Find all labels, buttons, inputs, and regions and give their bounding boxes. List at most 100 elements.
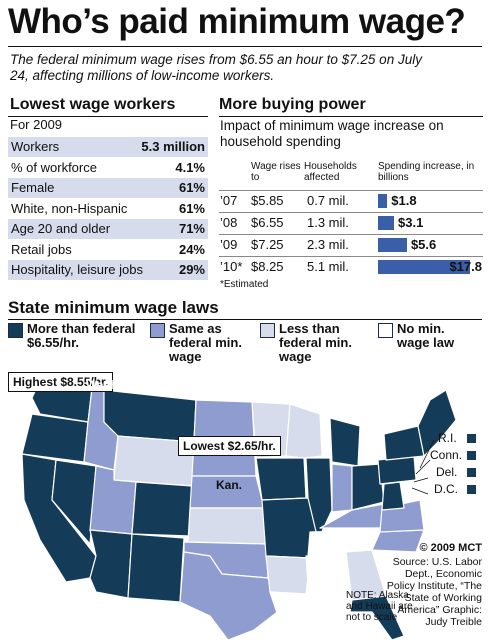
conn-swatch	[467, 451, 476, 460]
copyright: © 2009 MCT	[419, 542, 482, 554]
lowest-wage-row-label: Retail jobs	[11, 241, 72, 257]
map-heading: State minimum wage laws	[8, 298, 219, 317]
state-louisiana	[269, 591, 317, 625]
lowest-wage-row: Workers 5.3 million	[8, 137, 208, 157]
lowest-wage-row-value: 4.1%	[175, 159, 205, 175]
lowest-wage-row: Age 20 and older 71%	[8, 219, 208, 239]
lowest-wage-row-label: % of workforce	[11, 159, 97, 175]
state-west-virginia	[381, 481, 405, 511]
lowest-wage-row-value: 71%	[178, 221, 205, 236]
col-wage-head: Wage rises to	[251, 161, 301, 183]
legend-less: Less than federal min. wage	[279, 321, 352, 364]
del-label: Del.	[436, 465, 458, 479]
lowest-callout: Lowest $2.65/hr.	[178, 436, 281, 456]
legend-more: More than federal $6.55/hr.	[27, 321, 136, 350]
lowest-wage-row-value: 29%	[178, 262, 205, 277]
highest-callout: Highest $8.55/hr.	[8, 372, 114, 392]
dc-label: D.C.	[434, 482, 458, 496]
buying-power-subheading: Impact of minimum wage increase on house…	[220, 118, 444, 149]
year-label: ’07	[220, 193, 238, 208]
state-new-england	[417, 389, 457, 457]
legend-swatch-more	[8, 323, 23, 338]
buying-power-row-rule	[219, 190, 483, 191]
state-iowa	[255, 457, 307, 501]
lowest-wage-row: Female 61%	[8, 178, 208, 198]
lowest-wage-row-label: Workers	[11, 139, 60, 154]
wash-label: Wash.	[86, 378, 121, 392]
state-mississippi	[305, 555, 327, 617]
state-kansas	[187, 507, 267, 545]
wage-value: $8.25	[251, 259, 284, 274]
legend-swatch-none	[378, 323, 393, 338]
spending-bar	[378, 238, 407, 252]
state-new-mexico	[127, 533, 185, 603]
lowest-wage-subheading: For 2009	[10, 117, 63, 132]
title-rule	[8, 46, 482, 47]
lowest-wage-row-label: Age 20 and older	[11, 221, 111, 236]
conn-leader-line	[415, 459, 431, 475]
households-value: 1.3 mil.	[307, 215, 349, 230]
state-new-york	[383, 425, 425, 461]
state-north-carolina	[371, 529, 425, 553]
ri-leader-line	[419, 439, 435, 469]
lowest-wage-row: Retail jobs 24%	[8, 240, 208, 260]
state-michigan	[329, 417, 361, 467]
lowest-wage-row-label: Hospitality, leisure jobs	[11, 262, 143, 277]
households-value: 2.3 mil.	[307, 237, 349, 252]
year-label: ’08	[220, 215, 238, 230]
state-texas	[179, 551, 281, 640]
map-rule	[8, 319, 482, 320]
wage-value: $6.55	[251, 215, 284, 230]
spending-value-label: $5.6	[410, 237, 437, 252]
legend-none: No min. wage law	[397, 321, 455, 350]
dc-swatch	[467, 485, 476, 494]
ri-swatch	[467, 434, 476, 443]
conn-label: Conn.	[430, 448, 463, 462]
lowest-wage-row-value: 24%	[178, 241, 205, 257]
state-arkansas	[265, 555, 311, 595]
spending-bar	[378, 260, 470, 274]
wage-value: $5.85	[251, 193, 284, 208]
lowest-wage-row-value: 5.3 million	[141, 139, 205, 154]
lowest-wage-row: Hospitality, leisure jobs 29%	[8, 260, 208, 280]
lowest-wage-row: % of workforce 4.1%	[8, 158, 208, 178]
col-households-head: Households affected	[304, 161, 357, 183]
source-credit: Source: U.S. Labor Dept., Economic Polic…	[386, 556, 482, 628]
subtitle: The federal minimum wage rises from $6.5…	[10, 52, 422, 83]
state-montana	[103, 389, 197, 443]
dc-leader-line	[411, 487, 429, 495]
wage-value: $7.25	[251, 237, 284, 252]
del-swatch	[467, 468, 476, 477]
buying-power-heading: More buying power	[219, 96, 366, 113]
state-nevada	[51, 459, 97, 545]
spending-value-label: $3.1	[398, 215, 424, 230]
lowest-wage-heading: Lowest wage workers	[10, 96, 176, 113]
lowest-wage-row-value: 61%	[178, 180, 205, 195]
state-oregon	[21, 413, 89, 463]
households-value: 0.7 mil.	[307, 193, 349, 208]
spending-bar	[378, 194, 388, 208]
lowest-wage-row: White, non-Hispanic 61%	[8, 199, 208, 219]
buying-power-row-rule	[219, 256, 483, 257]
legend-swatch-same	[150, 323, 165, 338]
buying-power-row-rule	[219, 212, 483, 213]
year-label: ’09	[220, 237, 238, 252]
legend-swatch-less	[260, 323, 275, 338]
legend-same: Same as federal min. wage	[169, 321, 242, 364]
state-north-dakota	[193, 399, 255, 441]
year-label: ’10*	[220, 259, 243, 274]
lowest-wage-rule	[8, 116, 208, 117]
lowest-wage-row-label: Female	[11, 180, 55, 195]
del-leader-line	[413, 477, 429, 483]
col-spending-head: Spending increase, in billions	[378, 161, 475, 183]
lowest-wage-row-label: White, non-Hispanic	[11, 200, 128, 216]
buying-power-row-rule	[219, 234, 483, 235]
buying-power-rule	[219, 116, 483, 117]
state-pennsylvania	[377, 455, 417, 485]
state-arizona	[89, 529, 133, 599]
state-wisconsin	[285, 403, 323, 459]
households-value: 5.1 mil.	[307, 259, 349, 274]
map-note: NOTE: Alaska and Hawaii are not to scale	[346, 590, 413, 623]
state-colorado	[131, 481, 193, 537]
estimated-note: *Estimated	[220, 279, 269, 290]
